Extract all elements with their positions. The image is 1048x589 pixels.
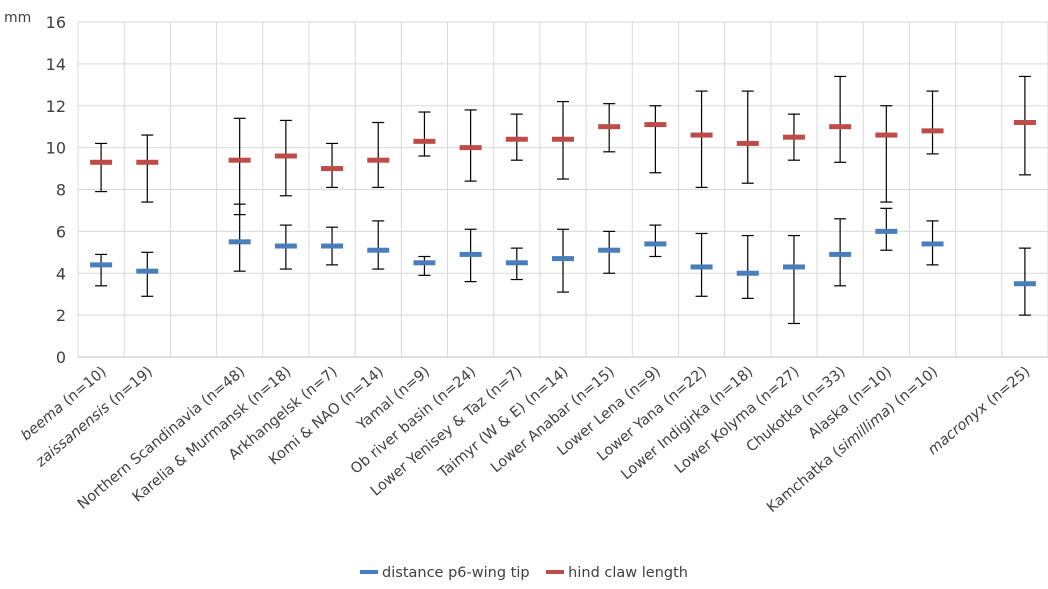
mean-marker-hind-claw: [367, 157, 390, 163]
mean-marker-hind-claw: [459, 145, 482, 151]
x-category-label: macronyx (n=25): [925, 364, 1033, 458]
mean-marker-hind-claw: [598, 124, 621, 130]
mean-marker-hind-claw: [90, 159, 113, 165]
y-tick-label: 16: [46, 13, 66, 32]
legend-item-claw: hind claw length: [546, 565, 688, 581]
y-tick-label: 6: [56, 222, 66, 241]
mean-marker-p6-wing-tip: [598, 247, 621, 253]
y-tick-label: 0: [56, 348, 66, 367]
mean-marker-p6-wing-tip: [1013, 281, 1036, 287]
mean-marker-p6-wing-tip: [690, 264, 713, 270]
mean-marker-p6-wing-tip: [136, 268, 159, 274]
mean-marker-hind-claw: [644, 122, 667, 128]
error-bars: [95, 75, 1031, 325]
mean-marker-hind-claw: [736, 140, 759, 146]
y-axis-unit-label: mm: [4, 10, 31, 26]
y-tick-label: 4: [56, 264, 66, 283]
x-axis-labels: beema (n=10)zaissanensis (n=19)Northern …: [18, 364, 1033, 516]
mean-marker-p6-wing-tip: [274, 243, 297, 249]
mean-marker-hind-claw: [274, 153, 297, 159]
mean-marker-hind-claw: [921, 128, 944, 134]
mean-marker-p6-wing-tip: [552, 256, 574, 262]
mean-marker-hind-claw: [782, 134, 805, 140]
mean-marker-hind-claw: [690, 132, 713, 138]
mean-marker-hind-claw: [228, 157, 251, 163]
y-tick-label: 12: [46, 97, 66, 116]
y-tick-label: 2: [56, 306, 66, 325]
mean-marker-p6-wing-tip: [90, 262, 113, 268]
x-category-label: Kamchatka (simillima) (n=10): [764, 364, 941, 516]
legend-item-p6: distance p6-wing tip: [360, 565, 530, 581]
mean-marker-hind-claw: [136, 159, 159, 165]
mean-marker-hind-claw: [505, 136, 528, 142]
y-tick-label: 10: [46, 139, 66, 158]
mean-marker-p6-wing-tip: [413, 260, 436, 266]
mean-marker-p6-wing-tip: [321, 243, 344, 249]
mean-marker-hind-claw: [829, 124, 852, 130]
mean-marker-p6-wing-tip: [505, 260, 528, 266]
mean-marker-p6-wing-tip: [875, 228, 898, 234]
mean-marker-hind-claw: [552, 136, 574, 142]
y-tick-label: 14: [46, 55, 66, 74]
mean-marker-p6-wing-tip: [782, 264, 805, 270]
mean-marker-p6-wing-tip: [644, 241, 667, 247]
legend: distance p6-wing tip hind claw length: [0, 565, 1048, 581]
mean-marker-p6-wing-tip: [736, 270, 759, 276]
mean-marker-hind-claw: [413, 138, 436, 144]
legend-label-p6: distance p6-wing tip: [382, 565, 530, 581]
grid: [77, 21, 1048, 358]
y-axis-ticks: 0 2 4 6 8 10 12 14 16: [46, 13, 66, 367]
mean-marker-hind-claw: [875, 132, 898, 138]
mean-marker-hind-claw: [321, 166, 344, 172]
mean-marker-hind-claw: [1013, 120, 1036, 125]
x-category-label: Northern Scandinavia (n=48): [75, 364, 248, 513]
legend-swatch-blue: [360, 570, 379, 574]
y-tick-label: 8: [56, 181, 66, 200]
mean-marker-p6-wing-tip: [228, 239, 251, 245]
mean-marker-p6-wing-tip: [921, 241, 944, 247]
mean-marker-p6-wing-tip: [829, 251, 852, 257]
mean-marker-p6-wing-tip: [367, 247, 390, 253]
legend-label-claw: hind claw length: [568, 565, 688, 581]
mean-marker-p6-wing-tip: [459, 251, 482, 257]
mean-markers: [90, 120, 1036, 287]
legend-swatch-red: [546, 570, 565, 574]
